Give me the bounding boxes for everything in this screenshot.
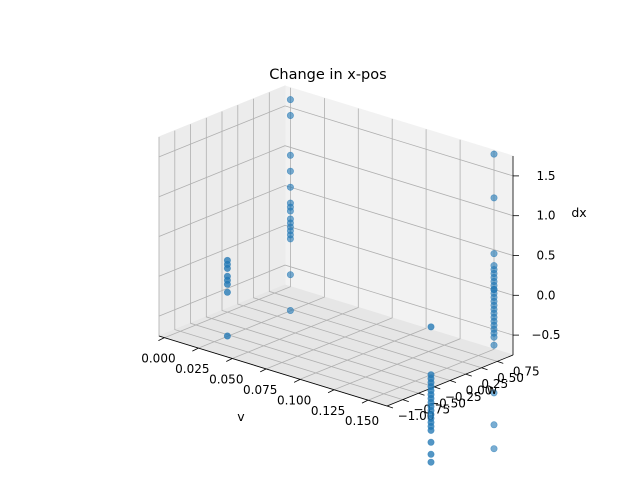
x-tick bbox=[158, 337, 165, 342]
y-grid-line bbox=[174, 130, 403, 400]
z-axis-label: dx bbox=[571, 205, 586, 220]
y-tick-label: −0.25 bbox=[445, 390, 482, 404]
x-tick-label: 0.075 bbox=[243, 383, 277, 397]
z-tick-label: 0.5 bbox=[536, 249, 555, 263]
data-point bbox=[427, 406, 435, 414]
data-point bbox=[427, 383, 435, 391]
y-tick bbox=[481, 367, 488, 371]
x-tick bbox=[293, 378, 301, 383]
data-point bbox=[427, 458, 435, 466]
data-point bbox=[427, 450, 435, 458]
y-tick-label: 0.25 bbox=[481, 377, 508, 391]
x-axis-line bbox=[158, 335, 388, 407]
data-point bbox=[286, 96, 294, 104]
data-point bbox=[223, 288, 231, 296]
data-point bbox=[286, 306, 294, 314]
x-grid-line bbox=[367, 150, 495, 401]
data-point bbox=[427, 391, 435, 399]
y-tick-label: −1.00 bbox=[398, 409, 435, 423]
data-point bbox=[490, 150, 498, 158]
y-tick bbox=[465, 373, 472, 377]
y-tick-label: 0.75 bbox=[513, 364, 540, 378]
x-grid-line bbox=[266, 118, 393, 370]
x-tick-label: 0.050 bbox=[209, 373, 243, 387]
data-point bbox=[286, 207, 294, 215]
z-grid-line bbox=[158, 224, 514, 296]
z-tick-label: 1.5 bbox=[536, 169, 555, 183]
y-grid-line bbox=[190, 124, 419, 394]
data-point bbox=[490, 250, 498, 258]
data-point bbox=[427, 323, 435, 331]
y-axis-label: w bbox=[487, 382, 497, 397]
x-tick bbox=[226, 358, 233, 362]
data-point bbox=[286, 112, 294, 120]
data-point bbox=[490, 285, 498, 293]
data-point bbox=[490, 389, 498, 397]
x-tick-label: 0.000 bbox=[141, 352, 175, 366]
data-point bbox=[427, 438, 435, 446]
x-tick-label: 0.125 bbox=[311, 404, 345, 418]
z-grid-line bbox=[158, 145, 514, 217]
data-point bbox=[490, 333, 498, 341]
data-point bbox=[286, 183, 294, 191]
x-tick bbox=[192, 347, 199, 352]
data-point bbox=[223, 260, 231, 268]
data-point bbox=[286, 167, 294, 175]
y-tick-label: 0.00 bbox=[466, 384, 493, 398]
x-axis-label: v bbox=[237, 409, 245, 424]
x-tick-label: 0.025 bbox=[175, 362, 209, 376]
x-tick-label: 0.100 bbox=[277, 393, 311, 407]
data-point bbox=[427, 414, 435, 422]
x-grid-line bbox=[232, 108, 359, 359]
z-tick-label: 1.0 bbox=[536, 209, 555, 223]
y-grid-line bbox=[268, 92, 498, 362]
y-tick bbox=[386, 405, 394, 409]
data-point bbox=[490, 445, 498, 453]
data-point bbox=[286, 231, 294, 239]
x-tick-label: 0.150 bbox=[345, 414, 379, 428]
z-tick-label: −0.5 bbox=[531, 328, 560, 342]
z-tick-label: 0.0 bbox=[536, 288, 555, 302]
y-tick bbox=[402, 399, 409, 403]
x-tick bbox=[327, 389, 335, 394]
tick-marks bbox=[158, 175, 519, 409]
y-tick bbox=[434, 386, 441, 390]
data-point bbox=[286, 223, 294, 231]
data-point bbox=[286, 271, 294, 279]
data-point bbox=[427, 422, 435, 430]
data-point bbox=[223, 332, 231, 340]
y-tick bbox=[497, 360, 504, 364]
data-point bbox=[490, 341, 498, 349]
data-point bbox=[427, 398, 435, 406]
data-point bbox=[490, 421, 498, 429]
y-grid-line bbox=[221, 111, 451, 381]
y-grid-line bbox=[205, 117, 435, 388]
x-tick bbox=[361, 399, 369, 404]
z-grid-line bbox=[158, 105, 514, 177]
data-point bbox=[490, 194, 498, 202]
data-point bbox=[427, 375, 435, 383]
y-grid-line bbox=[237, 105, 466, 375]
x-grid-line bbox=[299, 129, 427, 380]
y-grid-line bbox=[253, 98, 482, 369]
z-grid-line bbox=[158, 185, 514, 256]
data-point bbox=[223, 276, 231, 284]
y-tick-label: 0.50 bbox=[497, 371, 524, 385]
y-tick bbox=[418, 392, 425, 396]
grid-lines bbox=[158, 87, 514, 407]
z-grid-line bbox=[158, 264, 514, 336]
data-point bbox=[286, 151, 294, 159]
x-grid-line bbox=[333, 139, 461, 391]
y-tick-label: −0.50 bbox=[429, 396, 466, 410]
chart-title: Change in x-pos bbox=[269, 67, 386, 83]
data-points bbox=[223, 96, 498, 466]
x-grid-line bbox=[198, 98, 325, 349]
x-tick bbox=[260, 368, 267, 373]
y-tick bbox=[449, 380, 457, 383]
